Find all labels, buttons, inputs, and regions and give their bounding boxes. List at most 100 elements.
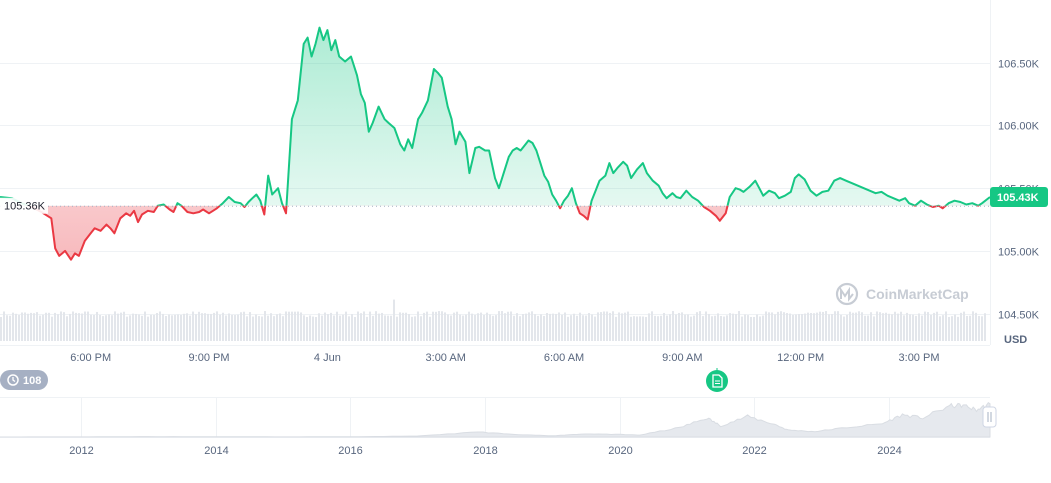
volume-bar (933, 312, 935, 341)
volume-bar (96, 311, 98, 341)
volume-bar (261, 316, 263, 341)
volume-bar (657, 316, 659, 341)
volume-bar (846, 314, 848, 341)
volume-bar (606, 311, 608, 341)
volume-bar (849, 311, 851, 341)
volume-bar (414, 316, 416, 341)
volume-bar (897, 313, 899, 341)
volume-bar (429, 316, 431, 341)
volume-bar (354, 316, 356, 341)
volume-bar (336, 311, 338, 341)
volume-bar (288, 311, 290, 341)
x-tick-label: 6:00 AM (544, 352, 584, 364)
volume-bar (723, 316, 725, 341)
events-count: 108 (23, 375, 41, 387)
volume-bar (432, 311, 434, 341)
volume-bar (216, 311, 218, 341)
navigator-tick-label: 2012 (69, 445, 93, 457)
volume-bar (951, 316, 953, 341)
volume-bar (207, 313, 209, 341)
volume-bar (48, 312, 50, 341)
volume-bar (219, 314, 221, 341)
volume-bar (201, 313, 203, 341)
volume-bar (582, 315, 584, 341)
volume-bar (108, 314, 110, 341)
volume-bar (945, 311, 947, 341)
volume-bar (981, 316, 983, 341)
volume-bar (36, 312, 38, 341)
volume-bar (732, 313, 734, 341)
volume-bar (747, 315, 749, 341)
volume-bar (660, 315, 662, 341)
volume-bar (780, 311, 782, 341)
volume-bar (468, 311, 470, 341)
volume-bar (663, 312, 665, 341)
volume-bar (525, 313, 527, 341)
volume-bar (435, 311, 437, 341)
volume-bar (303, 315, 305, 341)
volume-bar (423, 312, 425, 341)
volume-bar (33, 313, 35, 341)
volume-bar (699, 311, 701, 341)
volume-bar (705, 311, 707, 341)
volume-bar (696, 312, 698, 341)
volume-bar (882, 313, 884, 341)
volume-bar (549, 313, 551, 341)
volume-bar (801, 314, 803, 341)
volume-bar (561, 314, 563, 341)
volume-bar (279, 313, 281, 341)
volume-bar (831, 314, 833, 341)
volume-bar (930, 314, 932, 341)
volume-bar (297, 311, 299, 341)
volume-bar (444, 312, 446, 341)
volume-bar (516, 313, 518, 341)
volume-bar (900, 311, 902, 341)
volume-bar (30, 312, 32, 341)
volume-bar (144, 311, 146, 341)
volume-bar (486, 312, 488, 341)
navigator-tick-label: 2020 (608, 445, 632, 457)
volume-bar (339, 315, 341, 341)
volume-bar (648, 313, 650, 341)
watermark-text: CoinMarketCap (866, 286, 969, 302)
volume-bar (387, 315, 389, 341)
volume-bar (399, 312, 401, 341)
volume-bar (912, 314, 914, 341)
volume-bar (984, 313, 986, 341)
current-price-text: 105.43K (997, 192, 1039, 204)
x-tick-label: 4 Jun (314, 352, 341, 364)
navigator-tick-label: 2016 (338, 445, 362, 457)
volume-bar (81, 313, 83, 341)
volume-bar (873, 316, 875, 341)
volume-bar (324, 312, 326, 341)
volume-bar (459, 314, 461, 341)
volume-bar (843, 316, 845, 341)
volume-bar (621, 313, 623, 341)
volume-bar (654, 315, 656, 341)
y-tick-label: 106.50K (998, 59, 1040, 71)
reference-price-text: 105.36K (4, 201, 46, 213)
navigator[interactable]: 2012 2014 2016 2018 2020 2022 2024 (0, 397, 997, 458)
volume-bar (27, 313, 29, 341)
events-badge[interactable]: 108 (0, 370, 48, 390)
volume-bar (180, 315, 182, 341)
volume-bar (3, 311, 5, 341)
volume-bar (63, 312, 65, 341)
volume-bar (270, 313, 272, 341)
volume-bar (156, 313, 158, 341)
volume-bar (477, 313, 479, 341)
volume-bar (273, 316, 275, 341)
navigator-handle[interactable] (982, 406, 997, 428)
volume-bar (450, 315, 452, 341)
volume-bar (507, 311, 509, 341)
volume-bar (915, 315, 917, 341)
volume-bar (87, 311, 89, 341)
news-marker[interactable] (706, 368, 728, 392)
volume-bar (102, 316, 104, 341)
volume-bar (513, 315, 515, 341)
volume-bar (447, 314, 449, 341)
volume-bar (498, 311, 500, 341)
volume-bar (54, 312, 56, 341)
volume-bar (942, 315, 944, 341)
